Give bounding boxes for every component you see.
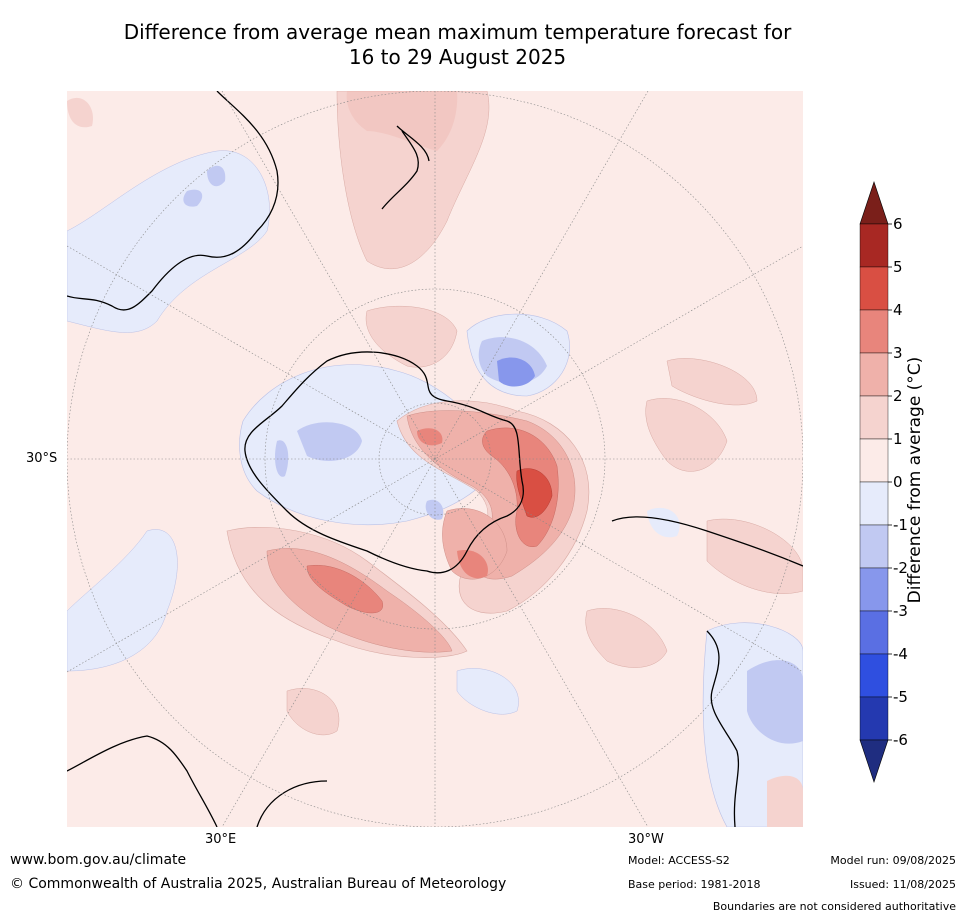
colorbar-tick-label: 5: [893, 258, 903, 276]
footer-base-period: Base period: 1981-2018: [628, 878, 761, 891]
colorbar-tick-label: -1: [893, 516, 908, 534]
colorbar-swatch: [859, 481, 889, 526]
colorbar-graphic: 6 5 4 3 2 1 0 -1 -2 -3 -4 -5 -6: [859, 181, 908, 783]
colorbar-swatch: [859, 524, 889, 569]
title-line-1: Difference from average mean maximum tem…: [123, 20, 792, 44]
colorbar-tick-label: 3: [893, 344, 903, 362]
colorbar-swatch: [859, 653, 889, 698]
colorbar-tick-label: -4: [893, 645, 908, 663]
colorbar-tick-label: -2: [893, 559, 908, 577]
title-line-2: 16 to 29 August 2025: [348, 45, 567, 69]
colorbar-swatch: [859, 567, 889, 612]
footer-model: Model: ACCESS-S2: [628, 854, 730, 867]
colorbar-title: Difference from average (°C): [905, 356, 925, 604]
graticule: [67, 91, 803, 827]
footer-copyright: © Commonwealth of Australia 2025, Austra…: [10, 876, 507, 892]
positive-anomaly-4to5: [516, 468, 553, 518]
colorbar-swatch: [859, 395, 889, 440]
colorbar-tick-label: -6: [893, 731, 908, 749]
lon-label-30w: 30°W: [628, 832, 664, 847]
africa-coast-2: [256, 780, 328, 827]
australia-coast: [67, 91, 279, 311]
colorbar-tick-label: 0: [893, 473, 903, 491]
new-zealand-coast: [396, 125, 430, 162]
temperature-anomaly-map: [67, 91, 803, 827]
map-title: Difference from average mean maximum tem…: [60, 20, 855, 70]
footer-website[interactable]: www.bom.gov.au/climate: [10, 852, 187, 868]
colorbar-swatch: [859, 352, 889, 397]
colorbar-extend-high: [859, 181, 889, 225]
footer-issued: Issued: 11/08/2025: [849, 878, 956, 891]
lat-label-30s: 30°S: [26, 451, 58, 466]
map-panel[interactable]: [67, 91, 803, 827]
colorbar-extend-low: [859, 739, 889, 783]
colorbar-swatch: [859, 438, 889, 483]
colorbar-swatch: [859, 309, 889, 354]
colorbar-swatches: [859, 181, 889, 783]
south-america-tip: [611, 516, 803, 567]
colorbar-tick-label: -5: [893, 688, 908, 706]
colorbar-swatch: [859, 266, 889, 311]
antarctica-coast: [244, 351, 524, 574]
colorbar-swatch: [859, 223, 889, 268]
colorbar-swatch: [859, 610, 889, 655]
colorbar-swatch: [859, 696, 889, 741]
south-america-east-coast: [706, 630, 740, 827]
colorbar: 6 5 4 3 2 1 0 -1 -2 -3 -4 -5 -6: [855, 180, 955, 790]
footer-model-run: Model run: 09/08/2025: [830, 854, 956, 867]
colorbar-tick-label: 1: [893, 430, 903, 448]
lon-label-30e: 30°E: [205, 832, 237, 847]
colorbar-tick-label: -3: [893, 602, 908, 620]
colorbar-ticks: 6 5 4 3 2 1 0 -1 -2 -3 -4 -5 -6: [888, 215, 908, 749]
africa-south-coast: [67, 735, 218, 827]
footer-disclaimer: Boundaries are not considered authoritat…: [712, 900, 956, 913]
colorbar-tick-label: 2: [893, 387, 903, 405]
colorbar-tick-label: 6: [893, 215, 903, 233]
negative-anomaly-regions: [67, 150, 803, 827]
colorbar-tick-label: 4: [893, 301, 903, 319]
new-zealand-north-coast: [381, 130, 419, 210]
coastlines: [67, 91, 803, 827]
